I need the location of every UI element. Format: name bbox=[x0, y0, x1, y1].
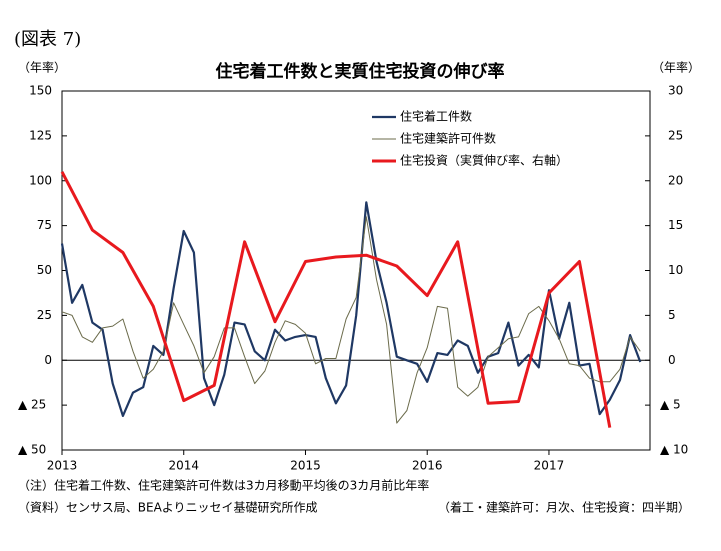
y2-tick-label: 15 bbox=[668, 218, 683, 232]
legend-label: 住宅着工件数 bbox=[400, 109, 472, 124]
source: （資料）センサス局、BEAよりニッセイ基礎研究所作成 bbox=[18, 500, 318, 515]
legend-label: 住宅建築許可件数 bbox=[400, 131, 496, 146]
series-line bbox=[61, 216, 641, 424]
note: （注）住宅着工件数、住宅建築許可件数は3カ月移動平均後の3カ月前比年率 bbox=[18, 478, 429, 493]
y2-tick-label: 0 bbox=[668, 353, 676, 367]
y-tick-label: ▲ 25 bbox=[18, 398, 46, 412]
y-tick-label: 50 bbox=[37, 263, 52, 277]
y2-tick-label: 5 bbox=[668, 308, 676, 322]
chart-title: 住宅着工件数と実質住宅投資の伸び率 bbox=[216, 61, 505, 82]
y-tick-label: 125 bbox=[29, 128, 52, 142]
y2-tick-label: ▲ 10 bbox=[660, 443, 688, 457]
y-tick-label: 25 bbox=[37, 308, 52, 322]
series-line bbox=[60, 201, 642, 417]
series-line bbox=[60, 171, 612, 428]
y-tick-label: 0 bbox=[44, 353, 52, 367]
y-axis-label: （年率） bbox=[18, 60, 66, 75]
y2-axis-label: （年率） bbox=[652, 60, 700, 75]
x-tick-label: 2017 bbox=[534, 459, 565, 473]
y-tick-label: 75 bbox=[37, 218, 52, 232]
figure-label: (図表 7) bbox=[14, 29, 81, 50]
frequency-note: （着工・建築許可：月次、住宅投資：四半期） bbox=[438, 500, 690, 515]
x-tick-label: 2014 bbox=[168, 459, 199, 473]
legend-label: 住宅投資（実質伸び率、右軸） bbox=[400, 153, 568, 168]
x-tick-label: 2015 bbox=[290, 459, 321, 473]
x-tick-label: 2016 bbox=[412, 459, 443, 473]
y2-tick-label: 20 bbox=[668, 173, 683, 187]
y-tick-label: 100 bbox=[29, 173, 52, 187]
plot-frame bbox=[61, 90, 651, 451]
y-tick-label: 150 bbox=[29, 84, 52, 98]
y2-tick-label: 30 bbox=[668, 84, 683, 98]
y2-tick-label: 25 bbox=[668, 128, 683, 142]
x-tick-label: 2013 bbox=[47, 459, 78, 473]
y2-tick-label: 10 bbox=[668, 263, 683, 277]
y-tick-label: ▲ 50 bbox=[18, 443, 46, 457]
y2-tick-label: ▲ 5 bbox=[660, 398, 681, 412]
